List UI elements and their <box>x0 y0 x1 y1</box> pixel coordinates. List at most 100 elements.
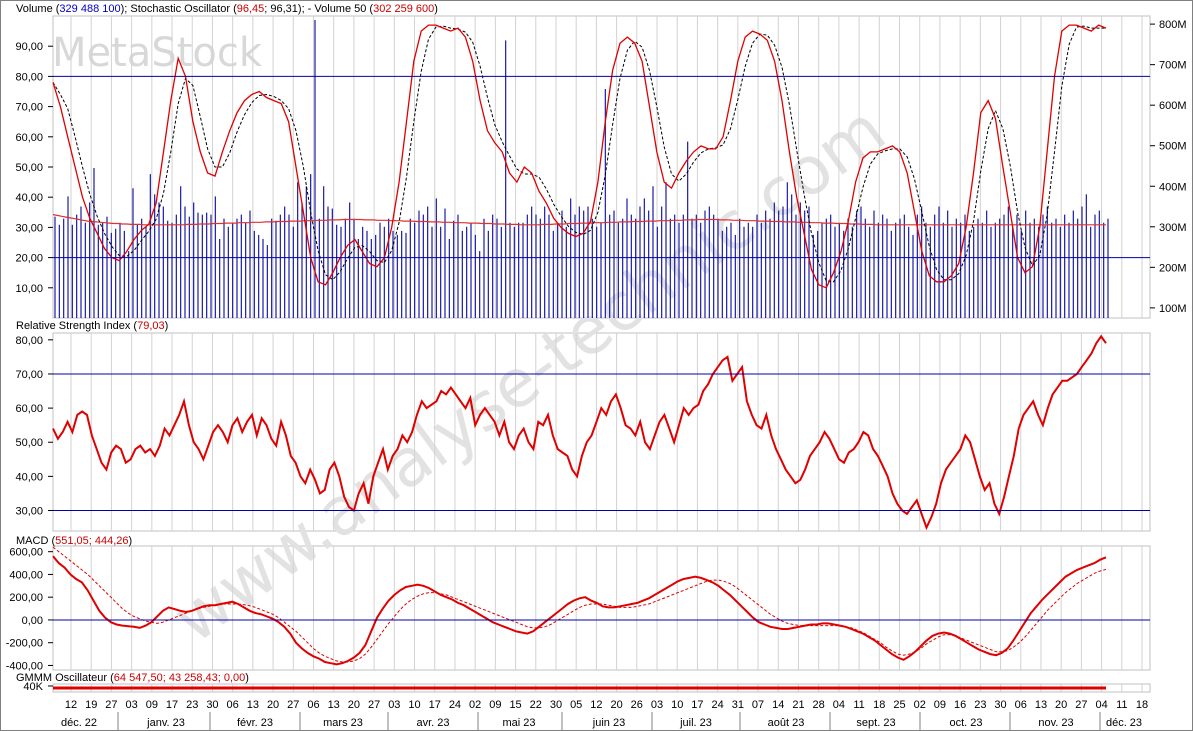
x-month-label: févr. 23 <box>237 717 273 729</box>
x-day-label: 09 <box>934 699 946 711</box>
x-month-label: juil. 23 <box>679 717 712 729</box>
rsi-title-part: 79,03 <box>137 320 165 332</box>
x-day-label: 27 <box>287 699 299 711</box>
x-day-label: 04 <box>1095 699 1107 711</box>
x-month-label: avr. 23 <box>416 717 449 729</box>
watermark-logo: MetaStock <box>52 30 263 76</box>
volume-right-tick: 700M <box>1159 60 1187 72</box>
x-day-label: 06 <box>307 699 319 711</box>
x-day-label: 09 <box>146 699 158 711</box>
rsi-left-tick: 60,00 <box>15 403 43 415</box>
volume-right-tick: 200M <box>1159 262 1187 274</box>
x-day-label: 06 <box>1015 699 1027 711</box>
volume-left-tick: 70,00 <box>15 102 43 114</box>
x-day-label: 17 <box>691 699 703 711</box>
volume-bars <box>54 20 1109 318</box>
x-day-label: 07 <box>752 699 764 711</box>
x-month-label: août 23 <box>768 717 805 729</box>
grid-lines <box>70 16 1143 692</box>
volume-right-tick: 500M <box>1159 141 1187 153</box>
x-day-label: 23 <box>186 699 198 711</box>
x-month-label: oct. 23 <box>949 717 982 729</box>
x-day-label: 14 <box>772 699 784 711</box>
x-day-label: 31 <box>732 699 744 711</box>
x-day-label: 28 <box>813 699 825 711</box>
x-day-label: 06 <box>227 699 239 711</box>
macd-left-tick: 200,00 <box>9 592 43 604</box>
volume-title-part: Volume ( <box>16 3 60 15</box>
x-day-label: 10 <box>408 699 420 711</box>
volume-left-tick: 40,00 <box>15 192 43 204</box>
x-day-label: 24 <box>712 699 724 711</box>
macd-left-tick: 400,00 <box>9 569 43 581</box>
x-day-label: 11 <box>853 699 864 711</box>
stochastic-k-line <box>52 24 1107 289</box>
guide-lines <box>53 75 1150 621</box>
series-lines <box>52 24 1107 690</box>
x-day-label: 18 <box>873 699 885 711</box>
x-day-label: 02 <box>914 699 926 711</box>
rsi-panel-frame <box>52 332 1151 532</box>
x-day-label: 25 <box>893 699 905 711</box>
volume-left-tick: 30,00 <box>15 222 43 234</box>
volume-title-part: ); Stochastic Oscillator ( <box>121 3 237 15</box>
x-day-label: 03 <box>651 699 663 711</box>
x-day-label: 19 <box>85 699 97 711</box>
gmmm-title-part: GMMM Oscillateur ( <box>16 672 114 684</box>
volume-left-tick: 80,00 <box>15 71 43 83</box>
volume-left-tick: 60,00 <box>15 132 43 144</box>
x-day-label: 13 <box>328 699 340 711</box>
x-day-label: 17 <box>166 699 178 711</box>
x-day-label: 30 <box>994 699 1006 711</box>
macd-title-part: MACD ( <box>16 535 55 547</box>
volume-right-tick: 600M <box>1159 100 1187 112</box>
rsi-left-tick: 70,00 <box>15 369 43 381</box>
macd-left-tick: -200,00 <box>6 638 43 650</box>
x-month-label: déc. 23 <box>1106 717 1142 729</box>
rsi-left-tick: 80,00 <box>15 335 43 347</box>
x-day-label: 21 <box>792 699 804 711</box>
x-month-label: janv. 23 <box>146 717 185 729</box>
volume-title-part: 329 488 100 <box>59 3 120 15</box>
macd-panel-title: MACD (551,05; 444,26) <box>16 535 132 547</box>
x-day-label: 09 <box>489 699 501 711</box>
x-day-label: 27 <box>105 699 117 711</box>
x-day-label: 05 <box>570 699 582 711</box>
x-day-label: 30 <box>206 699 218 711</box>
rsi-panel-title: Relative Strength Index (79,03) <box>16 320 168 332</box>
stochastic-d-line <box>52 25 1106 283</box>
gmmm-title-part: ) <box>245 672 249 684</box>
x-month-label: juin 23 <box>592 717 625 729</box>
x-day-label: 10 <box>671 699 683 711</box>
macd-line <box>52 555 1107 666</box>
x-day-label: 02 <box>469 699 481 711</box>
rsi-left-tick: 50,00 <box>15 437 43 449</box>
x-day-label: 24 <box>449 699 461 711</box>
x-month-label: déc. 22 <box>61 717 97 729</box>
macd-title-part: 551,05; 444,26 <box>55 535 128 547</box>
x-month-label: sept. 23 <box>856 717 895 729</box>
axis-ticks: 90,00 80,00 70,00 60,00 50,00 40,00 30,00 20,00… <box>6 19 1187 731</box>
volume-right-tick: 300M <box>1159 222 1187 234</box>
rsi-title-part: ) <box>165 320 169 332</box>
x-day-label: 20 <box>267 699 279 711</box>
gmmm-title-part: 64 547,50; 43 258,43; 0,00 <box>114 672 246 684</box>
x-day-label: 15 <box>509 699 521 711</box>
x-day-label: 22 <box>530 699 542 711</box>
volume-title-part: ; 96,31); - Volume 50 ( <box>264 3 373 15</box>
x-day-label: 20 <box>1055 699 1067 711</box>
x-day-label: 03 <box>388 699 400 711</box>
x-day-label: 12 <box>65 699 77 711</box>
x-month-label: nov. 23 <box>1038 717 1073 729</box>
volume-right-tick: 100M <box>1159 303 1187 315</box>
x-day-label: 23 <box>974 699 986 711</box>
gmmm-left-tick: 40K <box>23 681 43 693</box>
macd-panel-frame <box>52 545 1151 671</box>
rsi-title-part: Relative Strength Index ( <box>16 320 137 332</box>
x-day-label: 27 <box>368 699 380 711</box>
x-month-label: mars 23 <box>323 717 363 729</box>
x-day-label: 16 <box>954 699 966 711</box>
x-month-label: mai 23 <box>502 717 535 729</box>
volume-left-tick: 50,00 <box>15 162 43 174</box>
volume-panel-title: Volume (329 488 100); Stochastic Oscilla… <box>16 3 438 15</box>
